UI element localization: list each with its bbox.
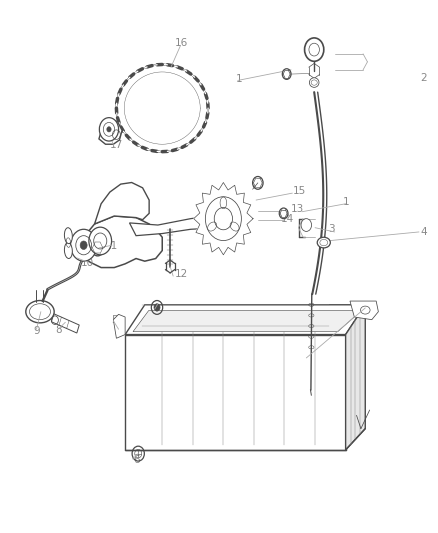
Text: 13: 13 (291, 204, 304, 214)
Text: 10: 10 (81, 259, 94, 268)
Text: 8: 8 (56, 325, 62, 335)
Polygon shape (51, 314, 79, 333)
Text: 17: 17 (110, 140, 123, 150)
Circle shape (91, 240, 104, 256)
Text: 6: 6 (134, 455, 140, 465)
Text: 14: 14 (281, 214, 294, 224)
Ellipse shape (317, 237, 330, 248)
Polygon shape (95, 182, 149, 224)
Text: 5: 5 (111, 314, 118, 325)
Circle shape (301, 219, 311, 231)
Polygon shape (130, 216, 215, 236)
Circle shape (89, 227, 112, 255)
Circle shape (99, 118, 119, 141)
Ellipse shape (26, 301, 54, 323)
Polygon shape (194, 182, 253, 255)
Text: 9: 9 (33, 326, 40, 336)
Text: 16: 16 (175, 38, 188, 48)
Circle shape (279, 208, 288, 219)
Text: 3: 3 (328, 224, 335, 235)
Text: 7: 7 (152, 305, 159, 315)
Ellipse shape (64, 243, 72, 259)
Polygon shape (125, 305, 365, 335)
Ellipse shape (64, 228, 72, 244)
Polygon shape (350, 301, 378, 320)
Ellipse shape (309, 78, 319, 87)
Circle shape (107, 127, 111, 132)
Polygon shape (113, 314, 125, 338)
Circle shape (304, 38, 324, 61)
Text: 4: 4 (421, 227, 427, 237)
Text: 1: 1 (343, 197, 350, 207)
Polygon shape (65, 216, 162, 268)
Text: 15: 15 (293, 186, 307, 196)
Circle shape (283, 69, 291, 79)
Circle shape (214, 207, 233, 230)
Text: 5: 5 (311, 351, 318, 361)
Polygon shape (125, 335, 346, 450)
Circle shape (253, 176, 263, 189)
Polygon shape (133, 311, 361, 332)
Circle shape (154, 304, 160, 311)
Polygon shape (346, 305, 365, 450)
Text: 11: 11 (105, 241, 118, 251)
Text: 2: 2 (420, 73, 427, 83)
Text: 12: 12 (174, 270, 188, 279)
Circle shape (71, 229, 97, 261)
Polygon shape (99, 119, 122, 144)
Circle shape (80, 241, 87, 249)
Text: 1: 1 (235, 75, 242, 84)
